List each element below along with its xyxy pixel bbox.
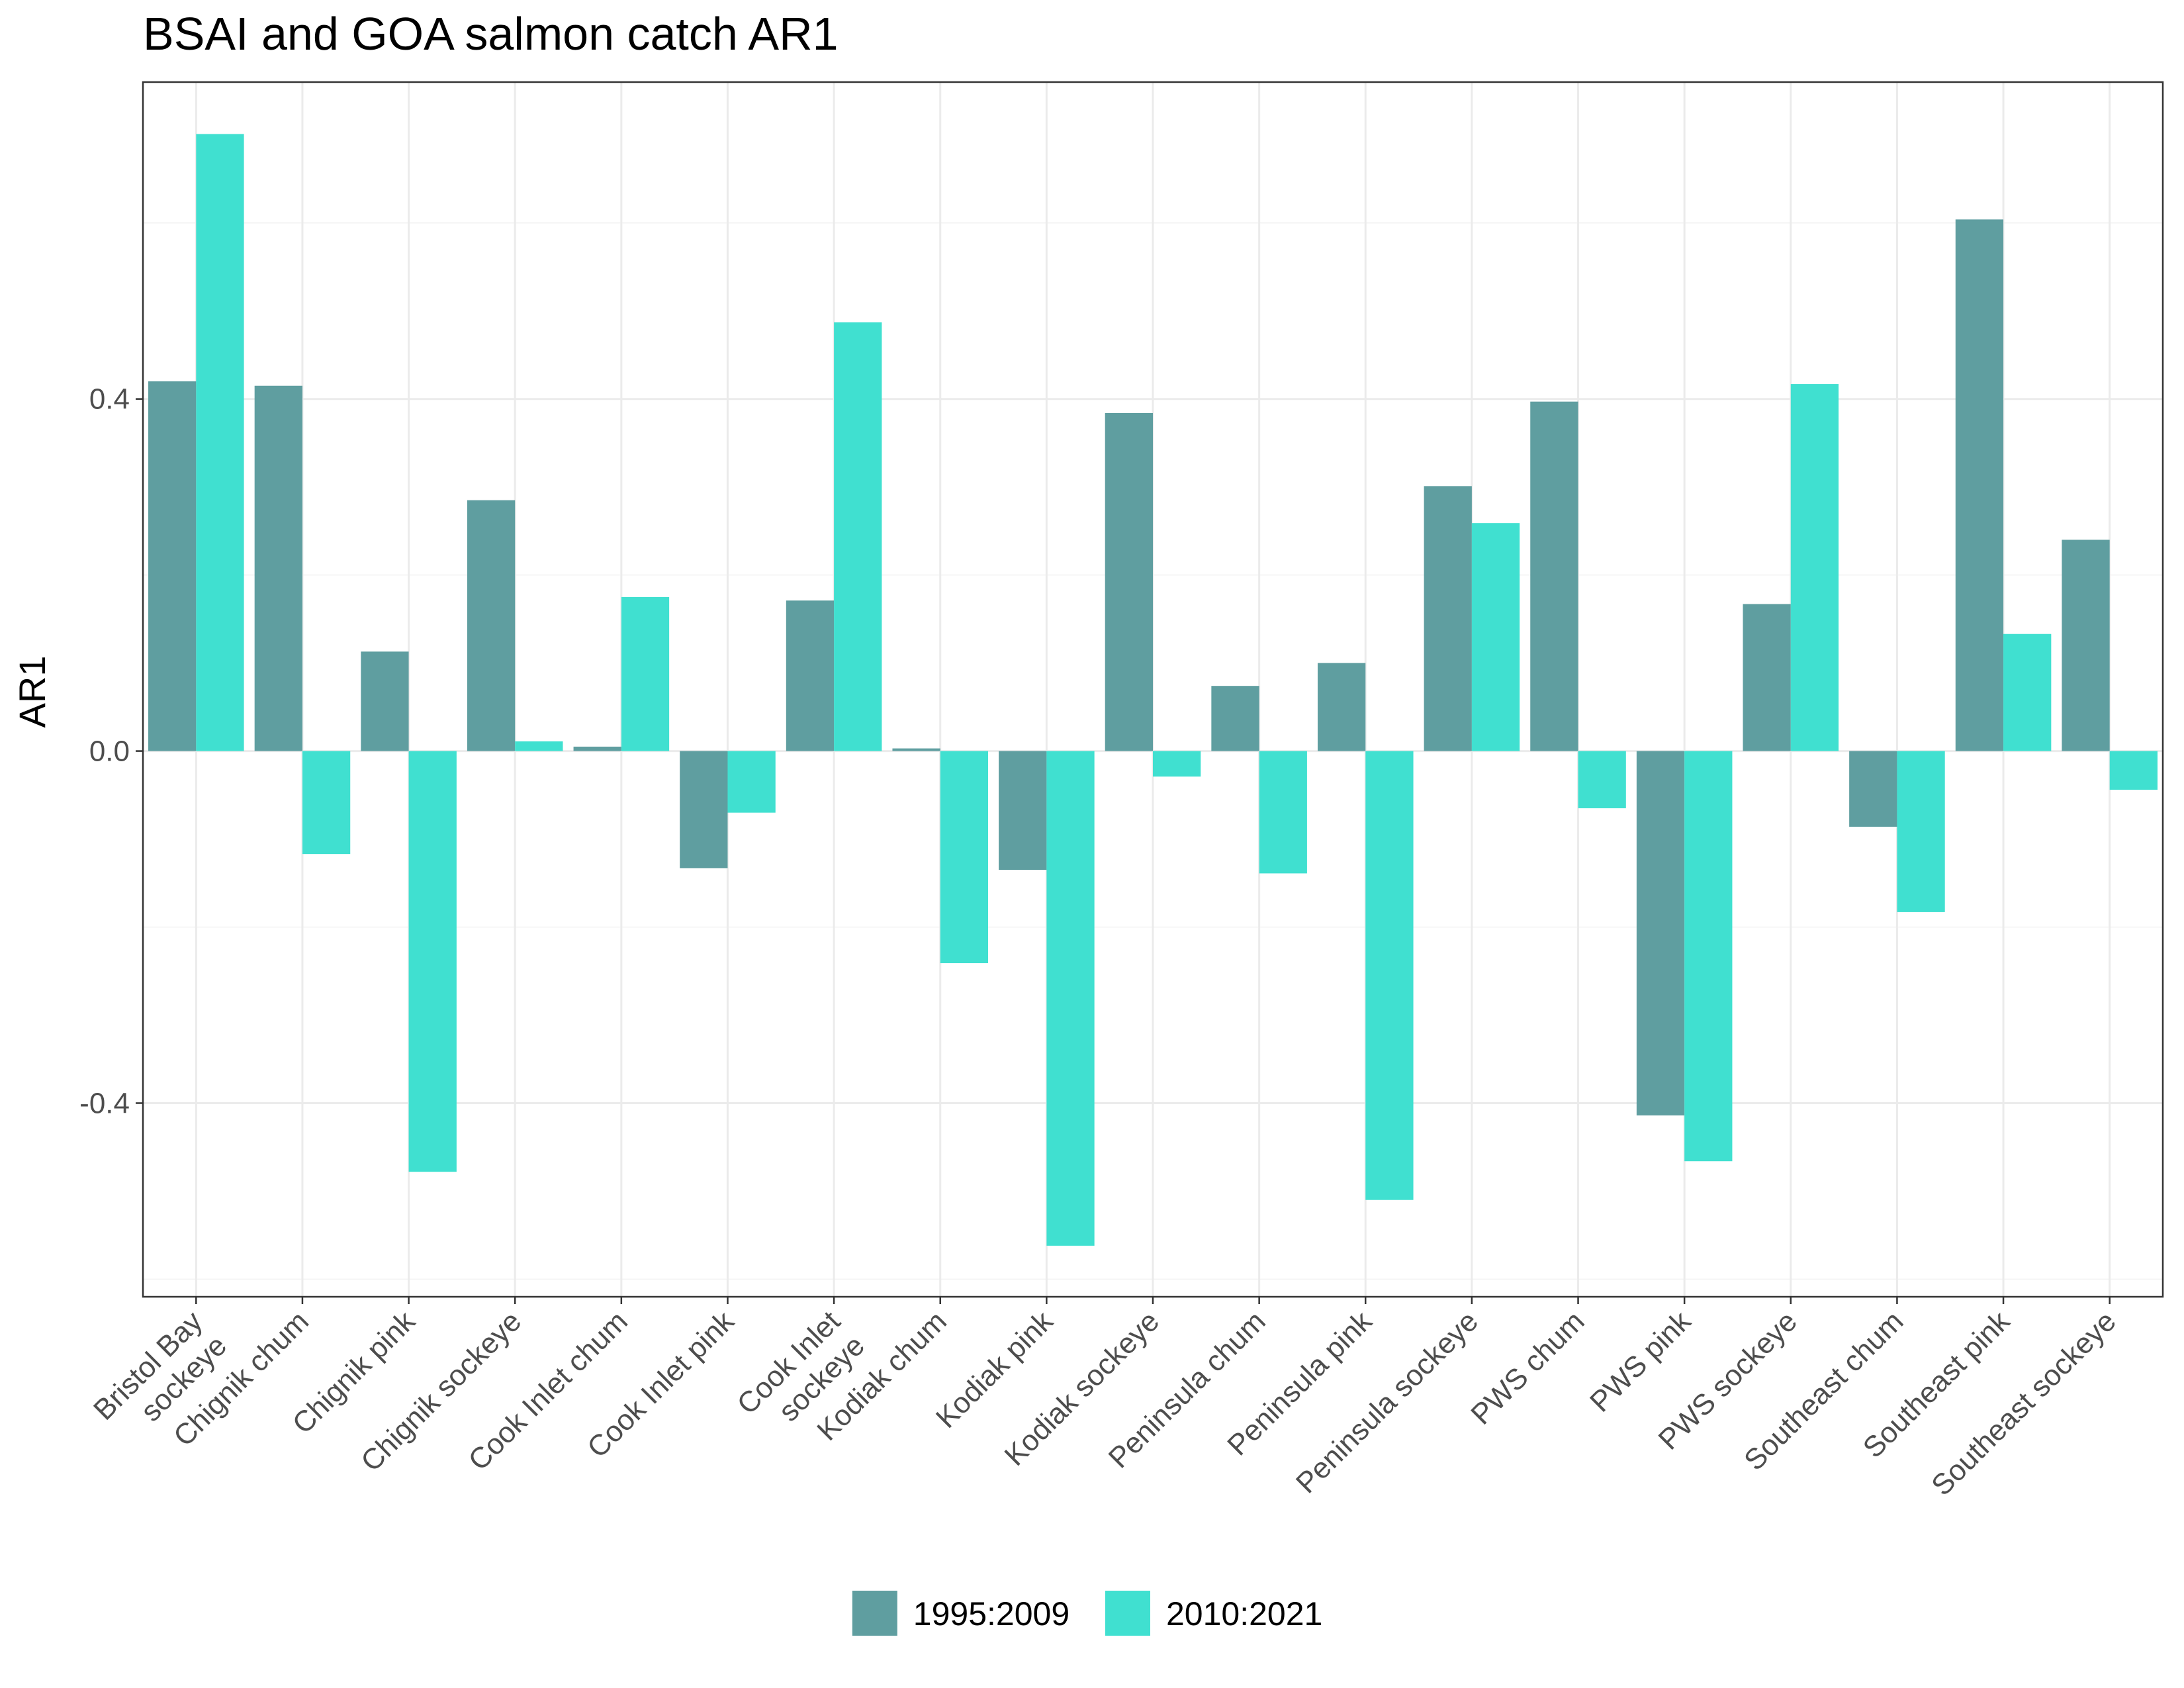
y-tick-label: 0.4 (89, 383, 130, 416)
bar (1424, 486, 1472, 751)
bar (2062, 539, 2110, 751)
x-tick-label-line: Peninsula sockeye (1290, 1305, 1484, 1499)
bar (1530, 401, 1578, 751)
bar (302, 751, 351, 855)
y-tick-label: -0.4 (79, 1087, 130, 1119)
bar (1790, 384, 1839, 751)
bar (786, 600, 835, 751)
bar (1684, 751, 1733, 1162)
x-tick-label-line: PWS chum (1465, 1305, 1590, 1430)
x-tick-label: Southeast sockeye (1925, 1305, 2122, 1502)
bar (940, 751, 989, 964)
x-tick-label: PWS pink (1584, 1305, 1698, 1419)
x-tick-label-line: PWS pink (1584, 1305, 1698, 1419)
legend-key (852, 1591, 897, 1636)
bar (1153, 751, 1201, 777)
bar (1849, 751, 1897, 827)
bars (148, 134, 2158, 1246)
bar (680, 751, 728, 868)
bar (892, 748, 940, 751)
bar (2003, 633, 2052, 751)
bar (515, 741, 563, 751)
bar (361, 651, 409, 751)
bar (1743, 604, 1791, 751)
legend-key (1105, 1591, 1150, 1636)
bar (999, 751, 1047, 870)
bar (1897, 751, 1945, 912)
y-tick-label: 0.0 (89, 735, 130, 768)
legend-label: 2010:2021 (1166, 1595, 1322, 1632)
bar (2109, 751, 2158, 790)
bar (254, 385, 302, 751)
bar (727, 751, 776, 813)
bar (1317, 663, 1366, 751)
bar (408, 751, 457, 1172)
bar (1636, 751, 1685, 1116)
bar (1046, 751, 1095, 1246)
x-tick-label-line: Southeast sockeye (1925, 1305, 2122, 1502)
legend-label: 1995:2009 (913, 1595, 1069, 1632)
bar (1105, 412, 1153, 751)
bar (148, 381, 197, 751)
bar (1259, 751, 1307, 874)
bar (1578, 751, 1626, 809)
y-axis-label: AR1 (11, 656, 53, 728)
bar (1955, 219, 2004, 751)
bar (573, 746, 621, 751)
x-tick-label: Peninsula sockeye (1290, 1305, 1484, 1499)
legend: 1995:2009 2010:2021 (852, 1591, 1322, 1636)
bar (621, 596, 670, 751)
bar (196, 134, 244, 751)
bar (1365, 751, 1414, 1200)
bar (834, 322, 882, 751)
x-tick-label: PWS chum (1465, 1305, 1590, 1430)
bar (1211, 686, 1259, 751)
bar (467, 500, 516, 751)
bar (1471, 523, 1520, 751)
chart-title: BSAI and GOA salmon catch AR1 (143, 8, 839, 60)
